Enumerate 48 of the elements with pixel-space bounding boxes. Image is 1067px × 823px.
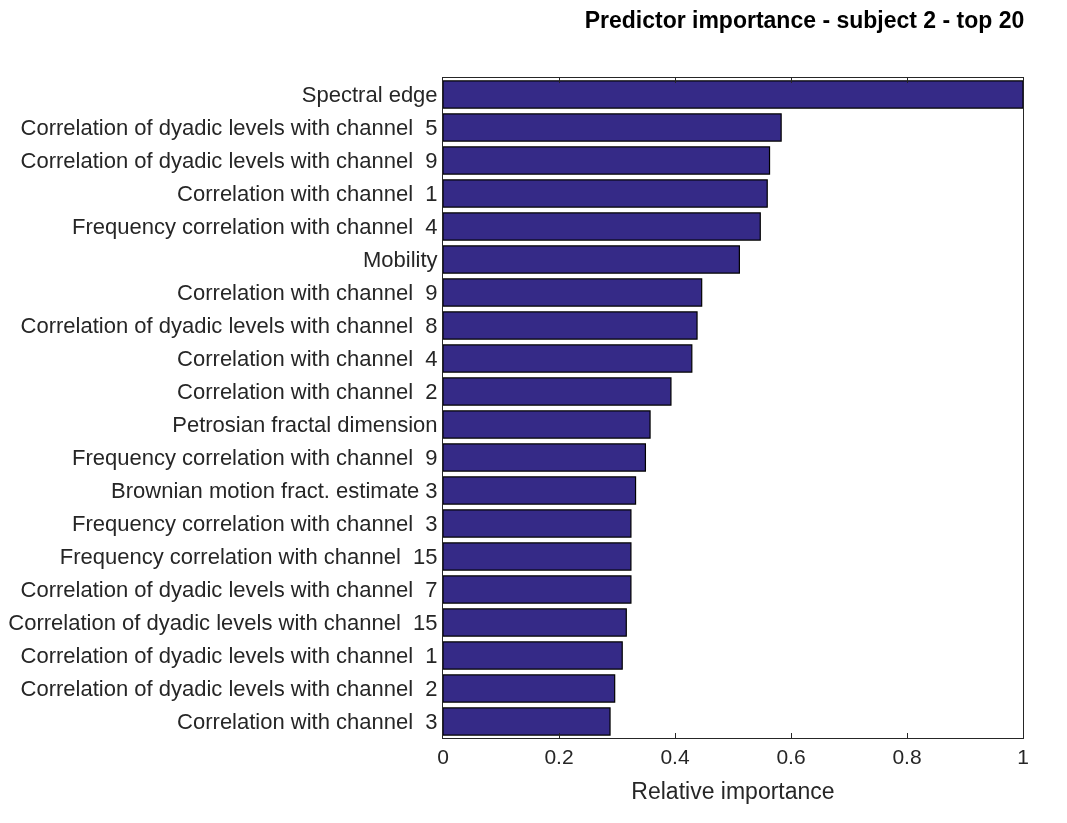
bar — [443, 311, 698, 340]
bar — [443, 80, 1023, 109]
y-tick-label: Brownian motion fract. estimate 3 — [111, 478, 438, 504]
y-tick-label: Correlation of dyadic levels with channel 15 — [8, 610, 438, 636]
bar — [443, 641, 623, 670]
y-tick-label: Correlation with channel 4 — [177, 346, 438, 372]
x-tick-label: 0.8 — [892, 745, 922, 769]
bar — [443, 146, 771, 175]
bar — [443, 608, 627, 637]
bar — [443, 245, 740, 274]
bar — [443, 575, 632, 604]
y-tick-label: Correlation of dyadic levels with channel 1 — [20, 643, 438, 669]
y-tick-label: Correlation of dyadic levels with channel 8 — [20, 313, 438, 339]
x-tick-label: 0.6 — [776, 745, 806, 769]
y-tick-label: Correlation with channel 2 — [177, 379, 438, 405]
y-tick-label: Correlation of dyadic levels with channel 2 — [20, 676, 438, 702]
y-tick-label: Correlation with channel 3 — [177, 709, 438, 735]
bar — [443, 410, 651, 439]
bar — [443, 212, 761, 241]
bar — [443, 377, 672, 406]
y-tick-label: Petrosian fractal dimension — [172, 412, 438, 438]
x-axis-title: Relative importance — [631, 777, 835, 804]
x-tick-label: 0 — [437, 745, 449, 769]
bar — [443, 509, 632, 538]
chart-title: Predictor importance - subject 2 - top 20 — [584, 7, 1025, 34]
y-tick-label: Frequency correlation with channel 9 — [71, 445, 438, 471]
y-tick-label: Frequency correlation with channel 15 — [59, 544, 438, 570]
bar — [443, 476, 637, 505]
y-tick-label: Correlation of dyadic levels with channel 5 — [20, 115, 438, 141]
bar — [443, 674, 616, 703]
bar — [443, 278, 703, 307]
bar — [443, 443, 647, 472]
x-tick-label: 0.4 — [660, 745, 690, 769]
y-tick-label: Correlation of dyadic levels with channel 9 — [20, 148, 438, 174]
y-tick-label: Correlation with channel 9 — [177, 280, 438, 306]
x-tick-label: 1 — [1017, 745, 1029, 769]
bar — [443, 179, 768, 208]
bar — [443, 542, 632, 571]
y-tick-label: Frequency correlation with channel 4 — [71, 214, 438, 240]
bar — [443, 113, 782, 142]
x-tick-label: 0.2 — [544, 745, 574, 769]
y-tick-label: Mobility — [363, 247, 438, 273]
y-tick-label: Correlation with channel 1 — [177, 181, 438, 207]
y-tick-label: Frequency correlation with channel 3 — [71, 511, 438, 537]
bar — [443, 344, 693, 373]
y-tick-label: Spectral edge — [301, 82, 438, 108]
bar — [443, 707, 611, 736]
y-tick-label: Correlation of dyadic levels with channel 7 — [20, 577, 438, 603]
